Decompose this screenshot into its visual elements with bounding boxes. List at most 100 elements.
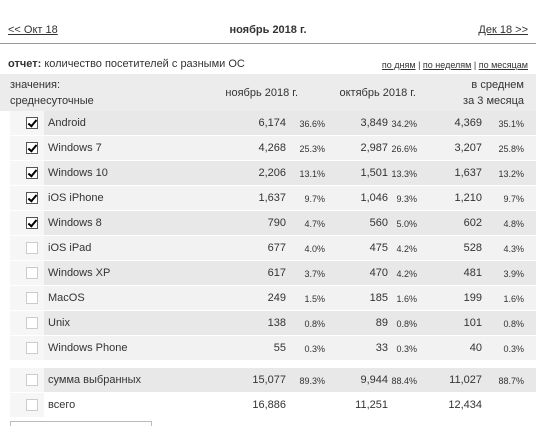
- checkbox[interactable]: [26, 374, 38, 386]
- checkbox[interactable]: [26, 192, 38, 204]
- share-cell: 4.2%: [396, 244, 417, 254]
- table-header: [0, 74, 536, 111]
- row-label: Unix: [48, 317, 71, 329]
- share-cell: 0.3%: [396, 344, 417, 354]
- row-label: Windows 10: [48, 167, 108, 179]
- count-cell: 790: [267, 217, 286, 229]
- count-cell: 1,637: [454, 167, 482, 179]
- count-cell: 199: [463, 292, 482, 304]
- period-link[interactable]: по неделям: [422, 60, 472, 70]
- footer-box: [10, 421, 152, 426]
- share-cell: 4.2%: [396, 269, 417, 279]
- count-cell: 16,886: [252, 399, 286, 411]
- row-label: Android: [48, 117, 86, 129]
- row-label: сумма выбранных: [48, 374, 142, 386]
- period-link[interactable]: по месяцам: [478, 60, 528, 70]
- share-cell: 9.3%: [396, 194, 417, 204]
- checkbox[interactable]: [26, 292, 38, 304]
- share-cell: 0.8%: [304, 319, 325, 329]
- checkbox[interactable]: [26, 242, 38, 254]
- period-link[interactable]: по дням: [381, 60, 416, 70]
- checkbox[interactable]: [26, 267, 38, 279]
- row-label: Windows 7: [48, 142, 102, 154]
- values-label: значения:: [10, 79, 61, 91]
- count-cell: 101: [463, 317, 482, 329]
- share-cell: 34.2%: [391, 119, 417, 129]
- count-cell: 1,637: [258, 192, 286, 204]
- share-cell: 4.0%: [304, 244, 325, 254]
- count-cell: 40: [469, 342, 482, 354]
- checkbox[interactable]: [26, 342, 38, 354]
- table-row: [10, 368, 536, 392]
- count-cell: 481: [463, 267, 482, 279]
- table-row: [10, 111, 536, 135]
- count-cell: 475: [369, 242, 388, 254]
- count-cell: 89: [375, 317, 388, 329]
- share-cell: 1.5%: [304, 294, 325, 304]
- period-links: по дням | по неделям | по месяцам: [381, 60, 528, 70]
- prev-month-link[interactable]: << Окт 18: [8, 24, 58, 36]
- share-cell: 89.3%: [299, 376, 325, 386]
- checkbox[interactable]: [26, 167, 38, 179]
- count-cell: 1,046: [360, 192, 388, 204]
- table-row: [10, 311, 536, 335]
- table-row: [10, 286, 536, 310]
- count-cell: 3,207: [454, 142, 482, 154]
- table-row: [10, 211, 536, 235]
- checkbox[interactable]: [26, 217, 38, 229]
- share-cell: 26.6%: [391, 144, 417, 154]
- share-cell: 13.2%: [498, 169, 524, 179]
- count-cell: 1,501: [360, 167, 388, 179]
- count-cell: 11,251: [355, 399, 388, 411]
- checkbox[interactable]: [26, 317, 38, 329]
- divider: [0, 43, 536, 44]
- table-row: [10, 236, 536, 260]
- share-cell: 88.7%: [498, 376, 524, 386]
- share-cell: 9.7%: [503, 194, 524, 204]
- share-cell: 35.1%: [498, 119, 524, 129]
- report-label: отчет:: [8, 58, 42, 70]
- month-title: ноябрь 2018 г.: [229, 24, 307, 36]
- share-cell: 0.8%: [503, 319, 524, 329]
- share-cell: 1.6%: [396, 294, 417, 304]
- row-label: iOS iPhone: [48, 192, 104, 204]
- count-cell: 617: [267, 267, 286, 279]
- report-text: количество посетителей с разными ОС: [44, 58, 245, 70]
- table-row: [10, 186, 536, 210]
- share-cell: 4.8%: [503, 219, 524, 229]
- count-cell: 15,077: [252, 374, 286, 386]
- share-cell: 13.3%: [391, 169, 417, 179]
- count-cell: 11,027: [449, 374, 482, 386]
- count-cell: 12,434: [448, 399, 482, 411]
- count-cell: 55: [273, 342, 286, 354]
- row-label: Windows XP: [48, 267, 111, 279]
- share-cell: 3.7%: [304, 269, 325, 279]
- count-cell: 9,944: [360, 374, 388, 386]
- count-cell: 1,210: [454, 192, 482, 204]
- count-cell: 2,987: [360, 142, 388, 154]
- share-cell: 5.0%: [396, 219, 417, 229]
- checkbox[interactable]: [26, 142, 38, 154]
- row-label: Windows 8: [48, 217, 102, 229]
- count-cell: 138: [267, 317, 286, 329]
- share-cell: 36.6%: [299, 119, 325, 129]
- share-cell: 4.7%: [304, 219, 325, 229]
- table-row: [10, 161, 536, 185]
- checkbox[interactable]: [26, 117, 38, 129]
- table-row: [10, 136, 536, 160]
- count-cell: 528: [463, 242, 482, 254]
- share-cell: 0.3%: [503, 344, 524, 354]
- checkbox[interactable]: [26, 399, 38, 411]
- column-header: ноябрь 2018 г.: [225, 87, 298, 99]
- column-header: за 3 месяца: [463, 95, 524, 107]
- count-cell: 185: [369, 292, 388, 304]
- count-cell: 249: [267, 292, 286, 304]
- share-cell: 3.9%: [503, 269, 524, 279]
- table-row: [10, 261, 536, 285]
- next-month-link[interactable]: Дек 18 >>: [478, 24, 528, 36]
- share-cell: 4.3%: [503, 244, 524, 254]
- count-cell: 2,206: [258, 167, 286, 179]
- row-label: всего: [48, 399, 76, 411]
- share-cell: 9.7%: [304, 194, 325, 204]
